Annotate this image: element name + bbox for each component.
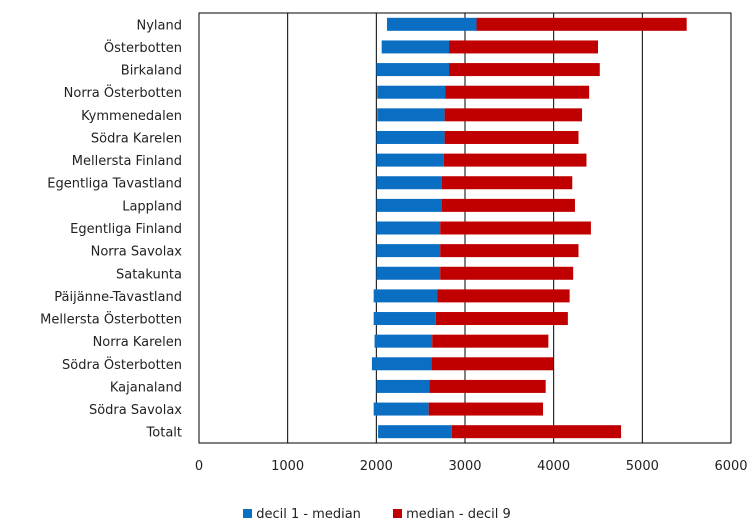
- bar-segment: [476, 17, 687, 31]
- legend-label-median-decil9: median - decil 9: [406, 507, 511, 522]
- bar-segment: [378, 425, 452, 439]
- bar-segment: [376, 221, 441, 235]
- bar-segment: [440, 221, 591, 235]
- bar-segment: [449, 40, 598, 54]
- bar-segment: [440, 266, 574, 280]
- x-tick-label: 5000: [626, 459, 659, 474]
- category-label: Kymmenedalen: [81, 109, 182, 124]
- bar-segment: [374, 334, 433, 348]
- bar-segment: [373, 289, 438, 303]
- x-tick-label: 3000: [448, 459, 481, 474]
- bar-segment: [376, 176, 442, 190]
- x-tick-labels: 0 1000 2000 3000 4000 5000 6000: [195, 459, 748, 474]
- bar-segment: [376, 130, 445, 144]
- legend-swatch-blue: [243, 509, 253, 518]
- bar-segment: [451, 425, 622, 439]
- category-label: Mellersta Österbotten: [40, 311, 182, 328]
- bar-segment: [437, 289, 570, 303]
- bar-segment: [428, 402, 544, 416]
- category-label: Nyland: [137, 18, 183, 33]
- category-label: Norra Österbotten: [64, 84, 182, 101]
- bar-segment: [376, 63, 450, 77]
- bar-segment: [444, 108, 583, 122]
- x-tick-label: 4000: [537, 459, 570, 474]
- bar-segment: [435, 312, 568, 326]
- x-tick-label: 0: [195, 459, 203, 474]
- category-labels: Nyland Österbotten Birkaland Norra Österbot…: [40, 18, 182, 440]
- bar-segment: [376, 379, 430, 393]
- bar-segment: [429, 379, 546, 393]
- bar-segment: [376, 266, 441, 280]
- category-label: Totalt: [146, 426, 182, 441]
- legend-item-decil1-median: decil 1 - median: [243, 507, 361, 522]
- legend-label-decil1-median: decil 1 - median: [256, 507, 361, 522]
- category-label: Lappland: [122, 199, 182, 214]
- bar-segment: [445, 85, 590, 99]
- bar-segment: [449, 63, 600, 77]
- category-label: Satakunta: [116, 267, 182, 282]
- category-label: Egentliga Finland: [70, 222, 182, 237]
- x-tick-label: 2000: [360, 459, 393, 474]
- category-label: Södra Karelen: [91, 131, 182, 146]
- bar-segment: [371, 357, 432, 371]
- category-label: Södra Savolax: [89, 403, 182, 418]
- legend-swatch-red: [393, 509, 403, 518]
- bar-segment: [376, 153, 444, 167]
- bar-segment: [441, 198, 575, 212]
- category-label: Kajanaland: [110, 380, 182, 395]
- x-tick-label: 1000: [271, 459, 304, 474]
- category-label: Mellersta Finland: [72, 154, 182, 169]
- plot-frame: [198, 12, 732, 444]
- bar-segment: [443, 153, 587, 167]
- category-label: Päijänne-Tavastland: [54, 290, 182, 305]
- legend-item-median-decil9: median - decil 9: [393, 507, 511, 522]
- bar-segment: [377, 85, 446, 99]
- bar-segment: [431, 357, 554, 371]
- bar-segment: [440, 244, 579, 258]
- bar-segment: [386, 17, 477, 31]
- category-label: Österbotten: [104, 39, 182, 56]
- category-label: Norra Karelen: [93, 335, 182, 350]
- bars: [371, 17, 687, 439]
- legend: decil 1 - median median - decil 9: [0, 507, 754, 522]
- category-label: Egentliga Tavastland: [47, 177, 182, 192]
- x-tick-label: 6000: [714, 459, 747, 474]
- bar-segment: [432, 334, 549, 348]
- bar-segment: [444, 130, 579, 144]
- bar-segment: [376, 198, 442, 212]
- category-label: Södra Österbotten: [62, 356, 182, 373]
- bar-segment: [373, 402, 429, 416]
- bar-segment: [441, 176, 573, 190]
- bar-segment: [377, 108, 445, 122]
- bar-segment: [373, 312, 436, 326]
- category-label: Norra Savolax: [91, 245, 183, 260]
- category-label: Birkaland: [121, 64, 182, 79]
- bar-segment: [381, 40, 450, 54]
- bar-segment: [376, 244, 441, 258]
